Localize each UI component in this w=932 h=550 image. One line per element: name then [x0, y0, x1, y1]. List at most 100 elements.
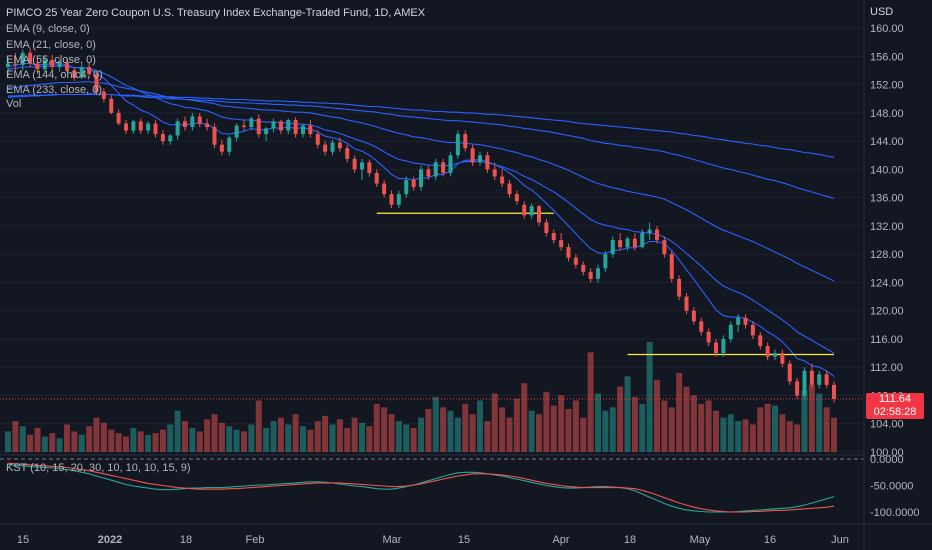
- candle-body: [13, 63, 18, 65]
- candle-body: [146, 123, 151, 131]
- price-tick-label: 124.00: [870, 277, 904, 289]
- volume-bar: [727, 414, 734, 452]
- candle-body: [588, 271, 593, 279]
- time-axis[interactable]: 15 2022 18 Feb Mar 15 Apr 18 May 16 Jun: [17, 534, 849, 546]
- price-tick-label: 104.00: [870, 419, 904, 431]
- volume-bar: [285, 424, 292, 452]
- candle-body: [197, 116, 202, 124]
- volume-bar: [801, 390, 808, 452]
- volume-bar: [93, 417, 100, 452]
- volume-bar: [159, 429, 166, 452]
- candle-body: [448, 155, 453, 173]
- time-tick-label: 18: [624, 534, 636, 546]
- kst-tick-label: -100.0000: [870, 507, 920, 519]
- volume-bar: [64, 424, 70, 452]
- ema-lines: [7, 62, 835, 377]
- candle-body: [728, 324, 733, 339]
- candle-body: [367, 162, 372, 173]
- volume-bar: [336, 419, 343, 452]
- candle-body: [301, 125, 305, 135]
- volume-bar: [418, 417, 424, 452]
- candle-body: [581, 264, 586, 272]
- volume-bar: [646, 342, 653, 452]
- volume-bar: [100, 422, 107, 452]
- volume-bar: [241, 431, 247, 452]
- candle-body: [249, 118, 254, 128]
- kst-signal-line: [7, 462, 835, 513]
- volume-bar: [12, 421, 19, 452]
- candle-body: [234, 125, 239, 138]
- candle-body: [242, 125, 246, 128]
- volume-bar: [816, 393, 823, 452]
- kst-lines: [7, 462, 835, 513]
- volume-bar: [300, 426, 306, 452]
- volume-bar: [56, 438, 63, 452]
- candle-body: [389, 194, 394, 205]
- price-tick-label: 120.00: [870, 306, 904, 318]
- legend-ema-144[interactable]: EMA (144, ohlc4, 0): [6, 69, 103, 81]
- volume-bar: [528, 410, 535, 452]
- volume-bar: [713, 410, 719, 452]
- volume-bar: [757, 407, 764, 452]
- price-tick-label: 112.00: [870, 362, 903, 374]
- volume-bar: [536, 414, 542, 452]
- legend-kst[interactable]: KST (10, 15, 20, 30, 10, 10, 10, 15, 9): [6, 462, 191, 474]
- candle-body: [706, 331, 711, 343]
- horizontal-levels[interactable]: [376, 212, 834, 356]
- candle-body: [35, 63, 40, 70]
- volume-bar: [698, 403, 705, 452]
- volume-bar: [469, 414, 476, 452]
- volume-bar: [41, 436, 48, 452]
- candle-body: [478, 155, 482, 163]
- candle-body: [101, 91, 106, 99]
- legend-ema-233[interactable]: EMA (233, close, 0): [6, 84, 102, 96]
- volume-bar: [27, 434, 34, 452]
- legend-ema-55[interactable]: EMA (55, close, 0): [6, 54, 96, 66]
- volume-bar: [742, 419, 749, 452]
- volume-bar: [344, 427, 351, 452]
- candle-body: [219, 144, 224, 152]
- time-tick-label: 18: [180, 534, 192, 546]
- volume-bar: [661, 400, 668, 452]
- candle-body: [603, 254, 608, 269]
- time-tick-label: Jun: [831, 534, 849, 546]
- volume-bar: [211, 414, 218, 452]
- volume-bar: [373, 403, 380, 452]
- volume-bar: [425, 409, 432, 452]
- volume-bar: [550, 405, 557, 452]
- volume-bar: [506, 417, 513, 452]
- volume-bar: [366, 426, 373, 452]
- candle-body: [780, 353, 785, 364]
- volume-bar: [130, 427, 137, 452]
- candle-body: [787, 363, 792, 382]
- candle-body: [691, 310, 696, 322]
- countdown-badge: 02:58:28: [866, 406, 924, 420]
- candle-body: [227, 137, 232, 152]
- ema-line: [7, 93, 835, 199]
- volume-bar: [226, 426, 233, 452]
- candle-body: [6, 63, 10, 67]
- volume-bar: [572, 400, 579, 452]
- volume-bar: [794, 424, 801, 452]
- candle-body: [559, 240, 564, 248]
- kst-axis[interactable]: 0.0000 -50.0000 -100.0000: [870, 454, 920, 519]
- time-tick-label: 15: [17, 534, 29, 546]
- ema-line: [7, 81, 835, 282]
- legend-volume[interactable]: Vol: [6, 98, 22, 110]
- volume-bar: [123, 436, 129, 452]
- time-tick-label: May: [690, 534, 711, 546]
- legend-ema-21[interactable]: EMA (21, close, 0): [6, 39, 96, 51]
- volume-bar: [558, 395, 565, 452]
- candle-body: [28, 52, 33, 64]
- candle-body: [345, 148, 350, 159]
- volume-bar: [595, 393, 601, 452]
- chart-title: PIMCO 25 Year Zero Coupon U.S. Treasury …: [6, 7, 426, 19]
- volume-bar: [432, 397, 439, 452]
- candle-body: [441, 162, 446, 173]
- volume-bar: [5, 431, 11, 452]
- price-tick-label: 140.00: [870, 164, 904, 176]
- candle-body: [337, 142, 342, 149]
- candle-body: [124, 123, 128, 131]
- legend-ema-9[interactable]: EMA (9, close, 0): [6, 23, 90, 35]
